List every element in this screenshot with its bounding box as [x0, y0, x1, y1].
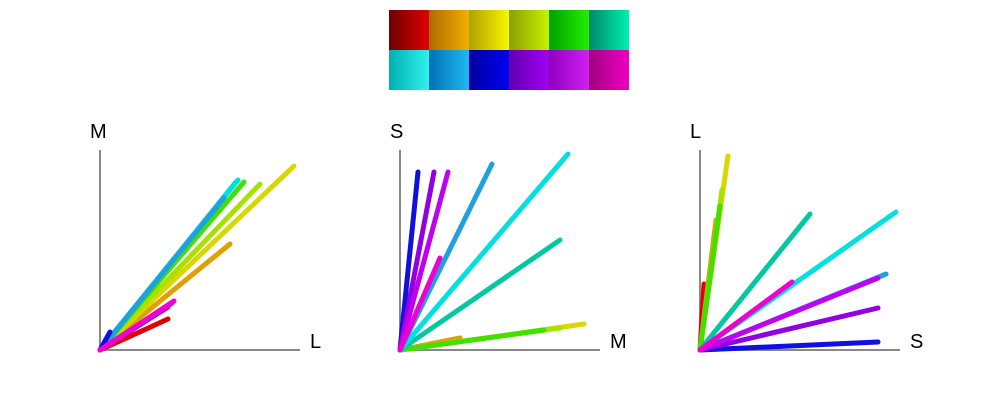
plot-l-m-canvas [97, 150, 300, 353]
color-ray-12 [397, 255, 443, 353]
color-ray-9 [697, 339, 881, 353]
color-swatch-11 [549, 50, 589, 90]
plot-m-s-canvas [397, 150, 600, 353]
color-ray-9 [397, 169, 421, 353]
color-ray-6 [697, 211, 813, 353]
color-ray-5 [697, 203, 723, 353]
color-swatch-8 [429, 50, 469, 90]
color-swatch-3 [469, 10, 509, 50]
color-swatch-5 [549, 10, 589, 50]
plot-s-l: L S [670, 110, 970, 370]
color-ray-12 [97, 298, 177, 353]
color-ray-12 [697, 279, 795, 353]
color-ray-7 [397, 151, 571, 353]
color-swatch-7 [389, 50, 429, 90]
plot-m-s: S M [370, 110, 670, 370]
plot-s-l-xlabel: S [910, 331, 924, 353]
plot-s-l-ylabel: L [690, 121, 702, 143]
color-ray-11 [697, 275, 881, 353]
color-swatch-6 [589, 10, 629, 50]
color-swatch-2 [429, 10, 469, 50]
plot-s-l-canvas [697, 150, 900, 353]
plot-l-m-xlabel: L [310, 331, 322, 353]
plot-l-m: M L [70, 110, 370, 370]
plot-l-m-ylabel: M [90, 121, 107, 143]
color-swatch-1 [389, 10, 429, 50]
color-swatch-12 [589, 50, 629, 90]
color-swatch-10 [509, 50, 549, 90]
color-swatch-grid [389, 10, 631, 90]
color-ray-8 [97, 195, 227, 353]
color-swatch-9 [469, 50, 509, 90]
color-ray-6 [397, 237, 563, 353]
plot-m-s-ylabel: S [390, 121, 404, 143]
plot-m-s-xlabel: M [610, 331, 627, 353]
color-ray-5 [397, 327, 547, 353]
color-ray-11 [397, 169, 451, 353]
color-swatch-4 [509, 10, 549, 50]
color-ray-10 [697, 305, 881, 353]
